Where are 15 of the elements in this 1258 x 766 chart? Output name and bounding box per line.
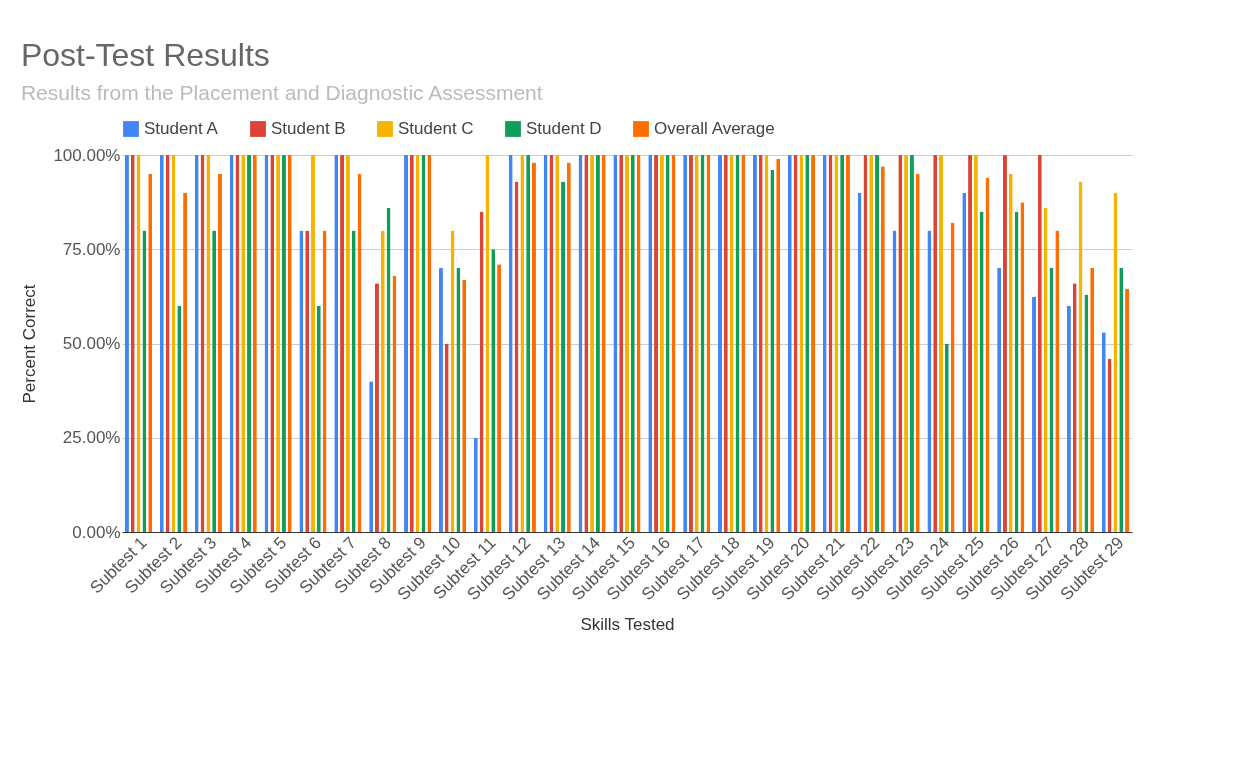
y-axis-title: Percent Correct (20, 284, 40, 404)
legend-label: Student D (526, 119, 602, 138)
legend-label: Student B (271, 119, 346, 138)
y-tick-label: 0.00% (72, 522, 121, 542)
legend-label: Overall Average (654, 119, 775, 138)
chart-title: Post-Test Results (20, 37, 270, 73)
y-tick-label: 75.00% (62, 239, 121, 259)
legend-label: Student C (398, 119, 474, 138)
chart-subtitle: Results from the Placement and Diagnostic Assessment (20, 81, 543, 104)
y-tick-label: 100.00% (53, 145, 121, 165)
x-axis-title: Skills Tested (580, 615, 675, 635)
bar (625, 155, 629, 532)
y-tick-label: 50.00% (62, 334, 121, 353)
y-tick-label: 25.00% (62, 428, 121, 448)
legend-label: Student A (144, 119, 219, 138)
